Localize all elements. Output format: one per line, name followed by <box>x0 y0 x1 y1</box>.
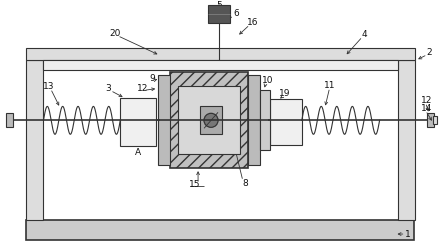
Text: 14: 14 <box>421 104 432 113</box>
Bar <box>208 5 230 23</box>
Bar <box>200 106 222 134</box>
Bar <box>26 48 416 61</box>
Text: 11: 11 <box>324 81 335 90</box>
Text: A: A <box>135 148 141 157</box>
Circle shape <box>204 113 218 127</box>
Bar <box>120 98 156 146</box>
Text: 4: 4 <box>362 30 367 39</box>
Bar <box>26 61 43 220</box>
Bar <box>26 220 415 240</box>
Text: 12: 12 <box>421 96 432 105</box>
Text: 6: 6 <box>233 9 239 18</box>
Text: 1: 1 <box>404 230 410 239</box>
Text: 8: 8 <box>242 179 248 188</box>
Bar <box>6 113 12 127</box>
Text: 15: 15 <box>189 180 201 189</box>
Bar <box>433 116 437 124</box>
Text: 2: 2 <box>427 48 432 57</box>
Text: 7: 7 <box>249 76 255 85</box>
Text: 19: 19 <box>279 89 291 98</box>
Bar <box>397 61 416 220</box>
Bar <box>270 99 302 145</box>
Bar <box>248 75 260 165</box>
Bar <box>170 72 248 168</box>
Text: 12: 12 <box>136 84 148 93</box>
Text: 20: 20 <box>109 29 121 38</box>
Text: 3: 3 <box>105 84 111 93</box>
Bar <box>178 86 240 154</box>
Bar <box>43 61 397 70</box>
Bar <box>427 113 435 127</box>
Text: 13: 13 <box>43 82 54 91</box>
Bar <box>158 75 170 165</box>
Text: 16: 16 <box>247 18 259 27</box>
Text: 9: 9 <box>149 74 155 83</box>
Text: 5: 5 <box>216 1 222 10</box>
Text: 10: 10 <box>262 76 274 85</box>
Bar <box>260 91 270 150</box>
